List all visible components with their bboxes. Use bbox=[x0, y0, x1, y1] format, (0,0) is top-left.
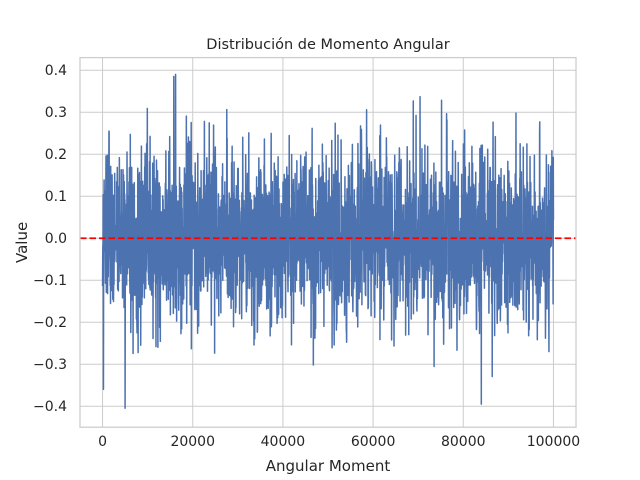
x-tick-label: 60000 bbox=[351, 434, 396, 450]
x-tick-label: 40000 bbox=[261, 434, 306, 450]
y-tick-label: −0.3 bbox=[33, 357, 67, 373]
y-tick-label: 0.1 bbox=[45, 189, 67, 205]
x-tick-labels: 0 20000 40000 60000 80000 100000 bbox=[98, 434, 580, 450]
y-tick-label: −0.1 bbox=[33, 273, 67, 289]
y-axis-label: Value bbox=[13, 222, 31, 263]
x-tick-label: 20000 bbox=[170, 434, 215, 450]
x-tick-label: 0 bbox=[98, 434, 107, 450]
y-tick-label: 0.3 bbox=[45, 105, 67, 121]
x-axis-label: Angular Moment bbox=[266, 457, 391, 475]
y-tick-label: −0.4 bbox=[33, 399, 67, 415]
chart-title: Distribución de Momento Angular bbox=[206, 37, 449, 53]
x-tick-label: 100000 bbox=[527, 434, 580, 450]
y-tick-labels: −0.4 −0.3 −0.2 −0.1 0.0 0.1 0.2 0.3 0.4 bbox=[33, 63, 67, 415]
axes-frame bbox=[79, 56, 577, 428]
y-tick-label: 0.2 bbox=[45, 147, 67, 163]
y-tick-label: 0.0 bbox=[45, 231, 67, 247]
y-tick-label: 0.4 bbox=[45, 63, 67, 79]
y-tick-label: −0.2 bbox=[33, 315, 67, 331]
x-tick-label: 80000 bbox=[441, 434, 486, 450]
